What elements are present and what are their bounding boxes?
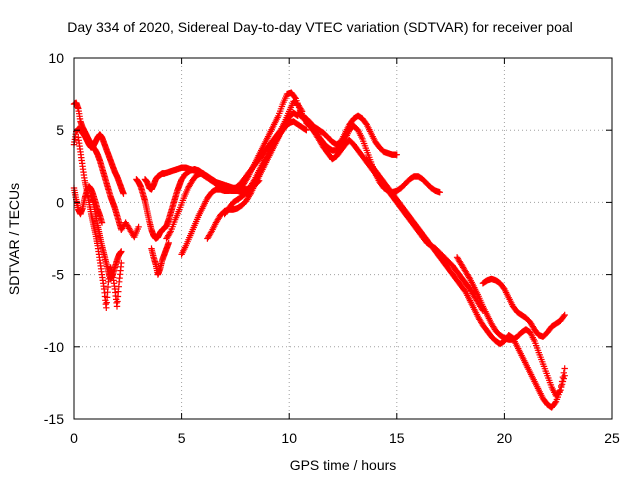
x-tick-label: 25 [604, 430, 620, 446]
data-point [561, 311, 568, 319]
x-tick-label: 20 [497, 430, 513, 446]
data-point [118, 248, 125, 255]
y-tick-label: 5 [56, 122, 64, 138]
series-arc-8 [148, 239, 172, 278]
axis-ticks: 0 5 10 15 20 25 -15 -10 -5 0 5 10 [44, 50, 620, 446]
y-tick-label: 0 [56, 194, 64, 210]
data-point [557, 386, 564, 394]
series-arc-18 [479, 275, 568, 340]
data-point [552, 399, 559, 406]
data-points [70, 89, 568, 411]
series-arc-11 [204, 109, 301, 242]
series-arc-2 [70, 125, 127, 197]
data-point [556, 388, 563, 395]
data-point [560, 313, 567, 320]
data-point [436, 189, 443, 196]
data-point [393, 151, 400, 158]
y-tick-label: -5 [52, 267, 65, 283]
data-point [560, 369, 567, 376]
y-tick-label: -10 [44, 339, 64, 355]
x-tick-label: 15 [389, 430, 405, 446]
x-tick-label: 10 [281, 430, 297, 446]
series-arc-12 [221, 118, 310, 218]
data-point [166, 229, 174, 236]
x-tick-label: 5 [178, 430, 186, 446]
data-point [120, 190, 127, 197]
y-axis-label: SDTVAR / TECUs [6, 183, 22, 295]
data-point [558, 378, 566, 385]
plot-frame [73, 57, 613, 420]
series-arc-1 [70, 99, 142, 241]
series-arc-10 [178, 98, 306, 258]
y-tick-label: 10 [48, 50, 64, 66]
data-point [303, 127, 310, 134]
series-arc-14 [298, 112, 443, 196]
data-point [298, 106, 305, 114]
series-arc-5 [88, 192, 125, 283]
chart-title: Day 334 of 2020, Sidereal Day-to-day VTE… [67, 19, 573, 35]
data-point [559, 373, 567, 381]
data-point [558, 382, 565, 389]
series-arc-17 [453, 254, 568, 400]
data-point [165, 239, 172, 246]
data-point [135, 223, 142, 231]
data-point [561, 365, 568, 372]
x-tick-label: 0 [70, 430, 78, 446]
y-tick-label: -15 [44, 411, 64, 427]
x-axis-label: GPS time / hours [290, 457, 397, 473]
